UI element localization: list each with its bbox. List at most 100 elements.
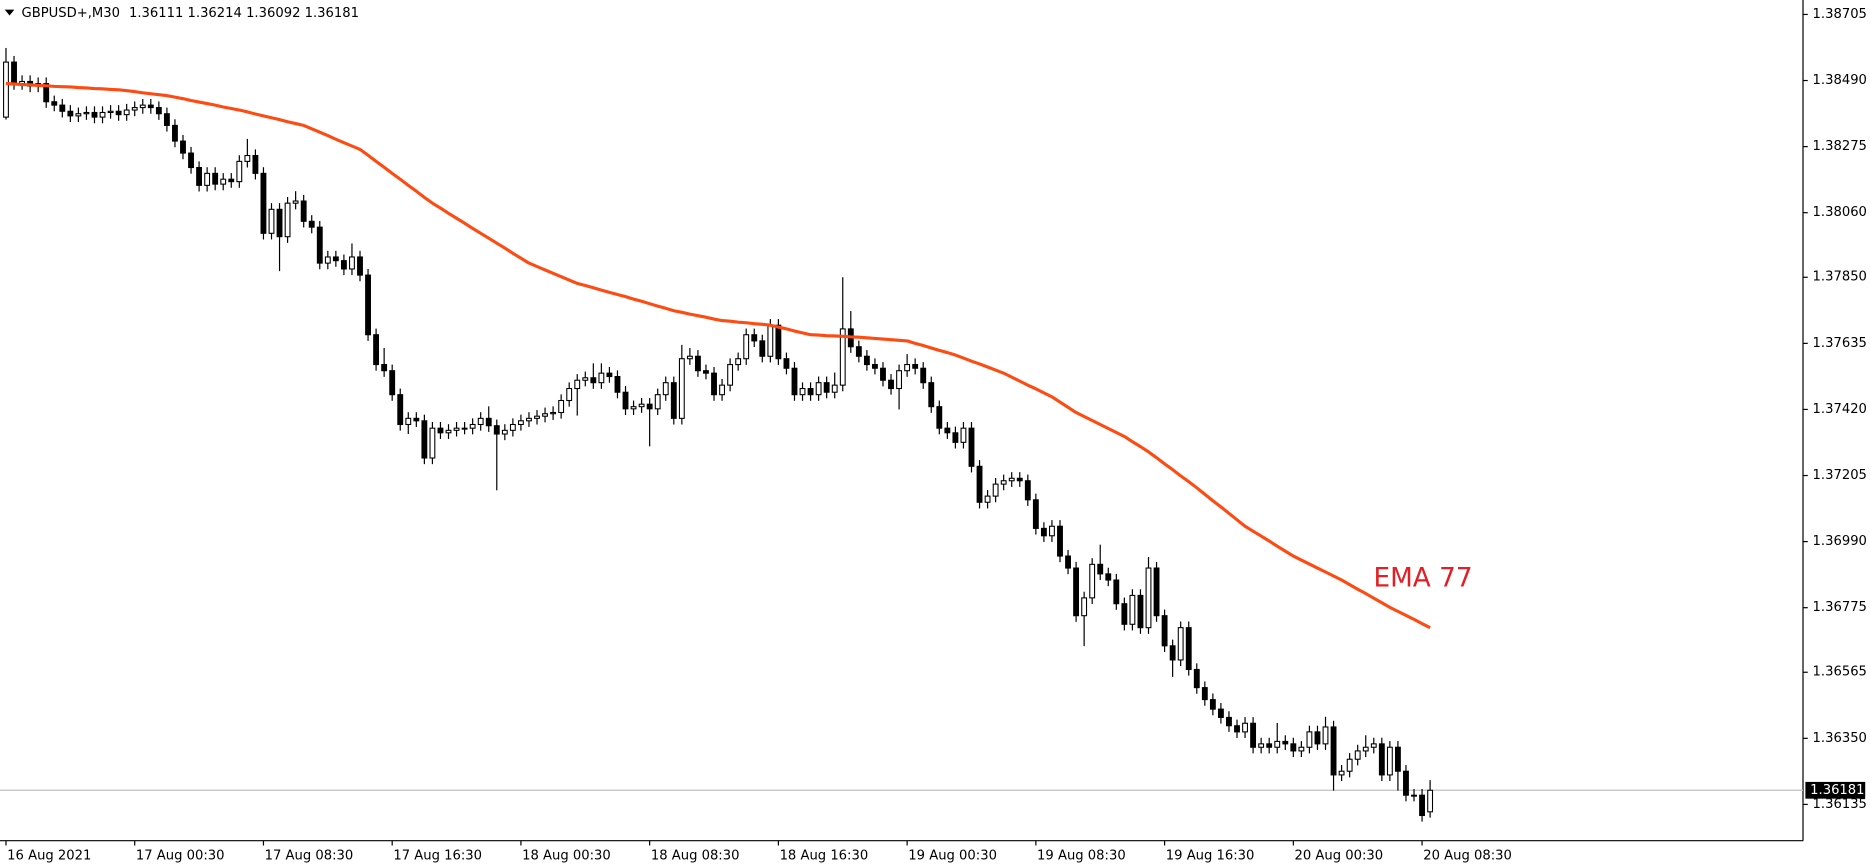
candle-body [1250,722,1257,748]
candle-body [896,370,903,390]
candle-body [654,394,661,410]
x-tick-label: 18 Aug 08:30 [651,849,740,864]
candle-body [172,124,178,142]
candle-body [1209,699,1216,710]
candle-body [783,358,790,369]
candle-body [220,178,227,185]
candle-body [43,83,50,103]
candle-body [252,154,259,174]
candle-body [308,220,315,228]
y-tick-label: 1.36350 [1813,731,1867,746]
candle-body [147,104,154,109]
candle-body [694,355,701,372]
candle-body [1362,746,1369,752]
candle-body [349,256,355,270]
candle-body [83,111,90,115]
x-tick-label: 17 Aug 08:30 [265,849,354,864]
candle-body [1322,726,1329,745]
candle-body [300,200,307,222]
y-tick-label: 1.38705 [1813,7,1867,22]
candle-body [123,109,130,116]
candle-body [1049,525,1055,537]
candle-body [155,107,162,115]
ema-label: EMA 77 [1373,563,1472,593]
candle-body [855,346,862,357]
candle-body [1338,770,1345,776]
menu-arrow[interactable] [4,9,15,16]
y-tick-label: 1.37635 [1813,336,1867,351]
candle-body [590,377,597,384]
candle-body [196,166,203,186]
candle-body [920,367,927,384]
y-tick-label: 1.36135 [1813,797,1867,812]
candle-body [340,260,347,270]
candle-body [163,113,170,126]
candle-body [703,370,709,374]
candle-body [509,423,516,431]
candle-body [188,152,194,169]
candle-body [461,427,468,430]
candle-body [1016,477,1023,482]
candle-body [743,334,750,360]
last-low: 1.36092 [246,6,300,21]
candle-body [534,415,540,419]
y-tick-label: 1.38275 [1813,139,1867,154]
candle-body [276,208,283,238]
candle-body [3,61,9,118]
candle-body [59,104,66,112]
candle-body [405,417,412,426]
candle-body [566,387,573,402]
candle-body [582,377,589,381]
candle-body [91,111,98,118]
candle-body [1306,731,1313,748]
candle-body [244,154,251,162]
candle-body [107,110,114,114]
candle-body [51,101,58,106]
candle-body [526,417,532,422]
candle-body [324,256,331,264]
candle-body [236,160,243,183]
x-tick-label: 20 Aug 08:30 [1423,849,1512,864]
candle-body [180,140,186,154]
candle-body [1105,573,1112,581]
candle-body [976,465,983,503]
candle-body [880,367,886,381]
x-tick-label: 17 Aug 16:30 [393,849,482,864]
candle-body [429,427,436,459]
candle-body [1137,594,1144,629]
candle-body [1419,794,1425,817]
y-tick-label: 1.37420 [1813,402,1867,417]
candle-body [807,387,814,396]
candle-body [1217,708,1224,718]
candle-body [984,495,991,503]
candle-body [1282,740,1289,745]
candle-body [99,111,106,118]
x-tick-label: 18 Aug 00:30 [522,849,611,864]
candle-body [614,376,621,393]
candle-body [1258,743,1265,748]
candle-body [1169,645,1176,661]
candle-body [292,200,299,204]
current-price-label: 1.36181 [1810,783,1864,798]
candle-body [1113,579,1120,605]
y-tick-label: 1.36990 [1813,534,1867,549]
candle-body [469,423,476,429]
candle-body [678,358,685,419]
candle-body [823,382,830,393]
candle-body [1065,555,1071,569]
candle-body [670,382,677,419]
candle-body [381,364,388,372]
candle-body [751,334,758,342]
candle-body [1177,627,1184,661]
candle-body [1008,477,1015,482]
candle-body [936,406,943,429]
candle-body [727,364,734,386]
x-tick-label: 16 Aug 2021 [7,849,91,864]
candle-body [437,427,444,434]
x-tick-label: 19 Aug 08:30 [1037,849,1126,864]
candle-body [1274,740,1281,748]
candle-body [1378,743,1385,776]
